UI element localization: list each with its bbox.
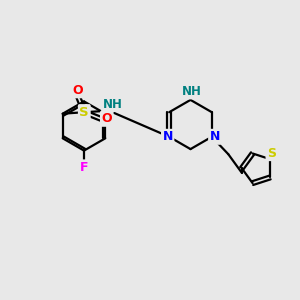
Text: O: O [101, 112, 112, 125]
Text: O: O [72, 84, 83, 97]
Text: N: N [163, 130, 173, 143]
Text: N: N [210, 130, 220, 143]
Text: S: S [80, 106, 89, 119]
Text: F: F [80, 161, 88, 174]
Text: S: S [267, 147, 276, 160]
Text: NH: NH [182, 85, 202, 98]
Text: NH: NH [103, 98, 122, 111]
